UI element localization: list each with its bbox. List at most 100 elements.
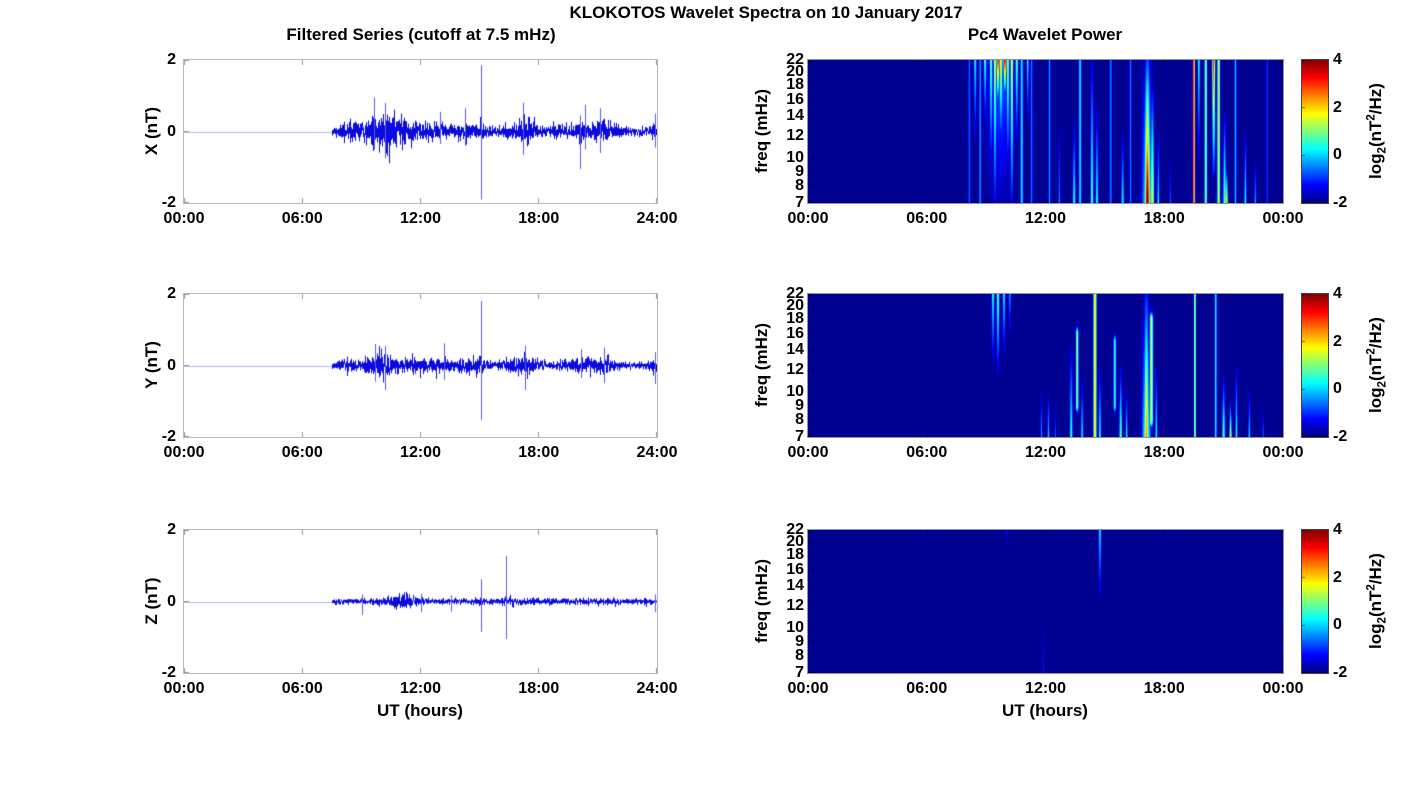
z-filtered-series-plot	[183, 529, 658, 674]
colorbar-tick-label: 2	[1333, 98, 1342, 116]
x-tick-label: 24:00	[636, 680, 678, 697]
freq-tick-label: 10	[786, 149, 804, 167]
colorbar-label-superscript: 2	[1365, 584, 1378, 591]
ut-hours-label-left: UT (hours)	[377, 701, 463, 720]
x-tick-label: 06:00	[281, 444, 323, 461]
colorbar-tick-label: -2	[1333, 428, 1348, 445]
x-tick-label: 00:00	[163, 444, 205, 461]
x-tick-label: 12:00	[400, 444, 441, 461]
freq-tick-label: 22	[786, 51, 804, 68]
colorbar-label-prefix: log	[1366, 623, 1386, 649]
colorbar-tick-label: 4	[1333, 51, 1342, 68]
y-wavelet-spectrogram	[807, 293, 1284, 438]
x-tick-label: 00:00	[787, 444, 829, 461]
colorbar-tick-label: -2	[1333, 194, 1348, 211]
y-tick-label: 2	[167, 51, 176, 68]
x-tick-label: 00:00	[163, 210, 205, 227]
freq-tick-label: 12	[786, 596, 804, 614]
x-filtered-series-plot	[183, 59, 658, 204]
freq-tick-label: 7	[795, 194, 804, 211]
x-tick-label: 00:00	[163, 680, 205, 697]
x-tick-label: 24:00	[636, 210, 678, 227]
freq-tick-label: 10	[786, 383, 804, 401]
colorbar-label-superscript: 2	[1365, 114, 1378, 121]
freq-tick-label: 8	[795, 647, 804, 665]
y-tick-label: 0	[167, 122, 176, 140]
colorbar-label-mid: (nT	[1366, 354, 1386, 382]
x-tick-label: 00:00	[1262, 444, 1304, 461]
colorbar-tick-label: 0	[1333, 616, 1342, 634]
x-tick-label: 06:00	[281, 680, 323, 697]
ut-hours-label-right: UT (hours)	[1002, 701, 1088, 720]
colorbar-label-row1: log2(nT2/Hz)	[1365, 83, 1388, 179]
freq-tick-label: 8	[795, 411, 804, 429]
colorbar-label-mid: (nT	[1366, 120, 1386, 148]
colorbar-tick-label: 2	[1333, 332, 1342, 350]
x-tick-label: 00:00	[1262, 680, 1304, 697]
y-filtered-series-plot	[183, 293, 658, 438]
freq-tick-label: 16	[786, 90, 804, 108]
colorbar-label-subscript: 2	[1376, 147, 1389, 154]
colorbar-label-mid: (nT	[1366, 590, 1386, 618]
freq-tick-label: 9	[795, 632, 804, 650]
freq-tick-label: 16	[786, 560, 804, 578]
x-tick-label: 00:00	[787, 210, 829, 227]
x-tick-label: 12:00	[1025, 444, 1066, 461]
colorbar-label-row3: log2(nT2/Hz)	[1365, 553, 1388, 649]
y-tick-label: -2	[161, 664, 176, 681]
y-tick-label: 2	[167, 521, 176, 538]
x-tick-label: 06:00	[906, 210, 948, 227]
x-tick-label: 18:00	[518, 680, 560, 697]
freq-tick-label: 22	[786, 285, 804, 302]
freq-tick-label: 9	[795, 162, 804, 180]
freq-tick-label: 12	[786, 126, 804, 144]
colorbar-label-subscript: 2	[1376, 617, 1389, 624]
colorbar-row2	[1301, 293, 1329, 438]
y-tick-label: 0	[167, 592, 176, 610]
x-tick-label: 18:00	[1143, 444, 1185, 461]
colorbar-tick-label: 4	[1333, 521, 1342, 538]
colorbar-label-suffix: /Hz)	[1366, 317, 1386, 349]
x-wavelet-spectrogram	[807, 59, 1284, 204]
freq-axis-label-row1: freq (mHz)	[752, 88, 771, 174]
freq-tick-label: 18	[786, 76, 804, 94]
freq-tick-label: 18	[786, 546, 804, 564]
left-column-title: Filtered Series (cutoff at 7.5 mHz)	[286, 25, 556, 44]
right-column-title: Pc4 Wavelet Power	[967, 25, 1123, 44]
colorbar-row3	[1301, 529, 1329, 674]
y-tick-label: 0	[167, 356, 176, 374]
freq-tick-label: 18	[786, 310, 804, 328]
freq-axis-label-row3: freq (mHz)	[752, 558, 771, 644]
freq-tick-label: 20	[786, 532, 804, 550]
freq-tick-label: 14	[786, 107, 804, 125]
colorbar-tick-label: 2	[1333, 568, 1342, 586]
colorbar-label-suffix: /Hz)	[1366, 553, 1386, 585]
freq-tick-label: 10	[786, 619, 804, 637]
freq-tick-label: 22	[786, 521, 804, 538]
freq-tick-label: 9	[795, 396, 804, 414]
colorbar-label-subscript: 2	[1376, 381, 1389, 388]
x-tick-label: 24:00	[636, 444, 678, 461]
x-tick-label: 00:00	[1262, 210, 1304, 227]
colorbar-label-superscript: 2	[1365, 348, 1378, 355]
x-tick-label: 06:00	[906, 444, 948, 461]
z-axis-series-label: Z (nT)	[142, 577, 161, 625]
freq-tick-label: 7	[795, 664, 804, 681]
x-tick-label: 18:00	[518, 444, 560, 461]
x-tick-label: 12:00	[1025, 210, 1066, 227]
x-tick-label: 06:00	[281, 210, 323, 227]
freq-tick-label: 20	[786, 62, 804, 80]
y-tick-label: -2	[161, 428, 176, 445]
x-tick-label: 12:00	[400, 210, 441, 227]
colorbar-tick-label: -2	[1333, 664, 1348, 681]
x-tick-label: 18:00	[1143, 680, 1185, 697]
y-axis-series-label: Y (nT)	[142, 341, 161, 389]
x-tick-label: 12:00	[1025, 680, 1066, 697]
colorbar-label-row2: log2(nT2/Hz)	[1365, 317, 1388, 413]
colorbar-label-prefix: log	[1366, 153, 1386, 179]
freq-tick-label: 16	[786, 324, 804, 342]
figure-title: KLOKOTOS Wavelet Spectra on 10 January 2…	[569, 3, 963, 22]
freq-tick-label: 8	[795, 177, 804, 195]
y-tick-label: 2	[167, 285, 176, 302]
